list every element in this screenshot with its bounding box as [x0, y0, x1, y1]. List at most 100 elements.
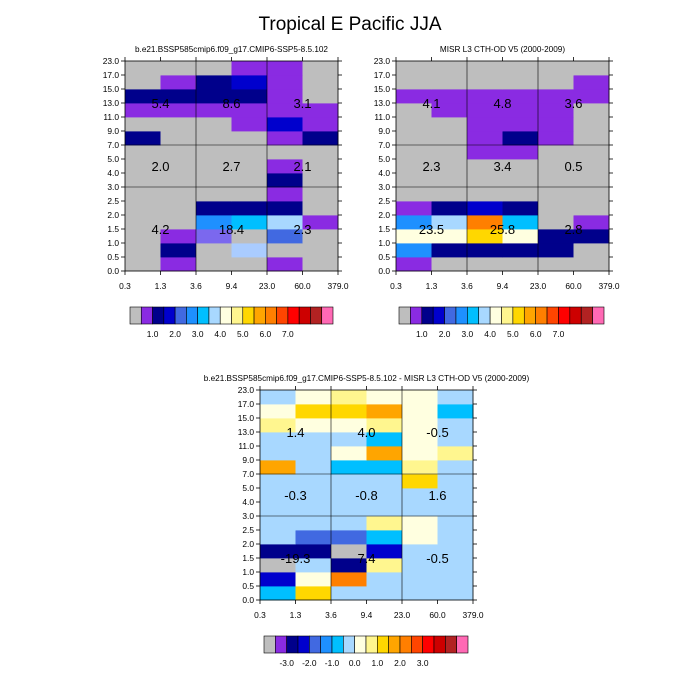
summary-value-label: 8.6	[222, 96, 240, 111]
x-tick-label: 1.3	[426, 281, 438, 291]
heatmap-cell	[366, 460, 403, 475]
heatmap-cell	[260, 530, 296, 545]
heatmap-cell	[302, 131, 339, 146]
heatmap-cell	[431, 145, 468, 160]
heatmap-cell	[231, 103, 268, 118]
heatmap-cell	[538, 75, 574, 90]
heatmap-cell	[502, 187, 539, 202]
x-tick-label: 0.3	[119, 281, 131, 291]
y-tick-label: 13.0	[103, 98, 120, 108]
summary-value-label: -0.3	[284, 488, 306, 503]
heatmap-cell	[538, 243, 574, 258]
heatmap-cell	[196, 187, 232, 202]
heatmap-cell	[267, 75, 303, 90]
y-tick-label: 3.0	[378, 182, 390, 192]
y-tick-label: 17.0	[238, 399, 255, 409]
heatmap-cell	[295, 544, 332, 559]
heatmap-cell	[573, 187, 610, 202]
heatmap-cell	[431, 75, 468, 90]
heatmap-cell	[125, 257, 161, 272]
x-tick-label: 23.0	[259, 281, 276, 291]
heatmap-cell	[467, 103, 503, 118]
y-tick-label: 9.0	[107, 126, 119, 136]
colorbar-label: 1.0	[147, 329, 159, 339]
x-tick-label: 9.4	[361, 610, 373, 620]
heatmap-cell	[396, 117, 432, 132]
heatmap-cell	[502, 61, 539, 76]
colorbar-label: 3.0	[462, 329, 474, 339]
y-tick-label: 7.0	[242, 469, 254, 479]
x-tick-label: 23.0	[394, 610, 411, 620]
heatmap-cell	[260, 474, 296, 489]
colorbar-swatch	[320, 635, 333, 654]
summary-value-label: -0.5	[426, 425, 448, 440]
heatmap-cell	[573, 89, 610, 104]
summary-value-label: 2.3	[422, 159, 440, 174]
panel-title: MISR L3 CTH-OD V5 (2000-2009)	[440, 45, 565, 54]
y-tick-label: 1.0	[378, 238, 390, 248]
heatmap-cell	[231, 257, 268, 272]
heatmap-cell	[295, 516, 332, 531]
summary-value-label: 2.7	[222, 159, 240, 174]
heatmap-cell	[267, 187, 303, 202]
heatmap-cell	[231, 131, 268, 146]
heatmap-cell	[437, 558, 474, 573]
heatmap-cell	[331, 572, 367, 587]
y-tick-label: 17.0	[103, 70, 120, 80]
heatmap-cell	[231, 159, 268, 174]
heatmap-cell	[431, 159, 468, 174]
heatmap-cell	[295, 530, 332, 545]
summary-value-label: 3.4	[493, 159, 511, 174]
heatmap-cell	[125, 173, 161, 188]
heatmap-cell	[396, 257, 432, 272]
colorbar-label: -3.0	[279, 658, 294, 668]
colorbar-swatch	[354, 635, 367, 654]
x-tick-label: 379.0	[328, 281, 349, 291]
heatmap-cell	[196, 257, 232, 272]
y-tick-label: 9.0	[242, 455, 254, 465]
colorbar-label: 5.0	[507, 329, 519, 339]
heatmap-cell	[538, 257, 574, 272]
colorbar-label: 7.0	[553, 329, 565, 339]
heatmap-cell	[402, 432, 438, 447]
panel-title: b.e21.BSSP585cmip6.f09_g17.CMIP6-SSP5-8.…	[135, 45, 328, 54]
y-tick-label: 17.0	[374, 70, 391, 80]
heatmap-cell	[502, 243, 539, 258]
heatmap-cell	[196, 159, 232, 174]
colorbar-swatch	[197, 306, 210, 325]
heatmap-cell	[260, 446, 296, 461]
colorbar-swatch	[421, 306, 434, 325]
x-tick-label: 0.3	[254, 610, 266, 620]
colorbar-swatch	[523, 306, 536, 325]
heatmap-cell	[396, 89, 432, 104]
heatmap-cell	[538, 215, 574, 230]
heatmap-cell	[125, 61, 161, 76]
heatmap-cell	[437, 446, 474, 461]
colorbar-label: 4.0	[484, 329, 496, 339]
colorbar-swatch	[321, 306, 334, 325]
heatmap-cell	[402, 446, 438, 461]
heatmap-cell	[267, 159, 303, 174]
heatmap-cell	[302, 89, 339, 104]
x-tick-label: 23.0	[530, 281, 547, 291]
heatmap-cell	[573, 131, 610, 146]
heatmap-cell	[160, 187, 197, 202]
colorbar-label: 1.0	[416, 329, 428, 339]
summary-value-label: 2.1	[293, 159, 311, 174]
heatmap-cell	[402, 418, 438, 433]
y-tick-label: 0.0	[242, 595, 254, 605]
heatmap-cell	[160, 243, 197, 258]
y-tick-label: 9.0	[378, 126, 390, 136]
heatmap-cell	[231, 229, 268, 244]
heatmap-cell	[402, 530, 438, 545]
heatmap-cell	[502, 145, 539, 160]
heatmap-cell	[437, 474, 474, 489]
heatmap-cell	[295, 446, 332, 461]
heatmap-cell	[125, 145, 161, 160]
heatmap-cell	[396, 173, 432, 188]
heatmap-cell	[295, 390, 332, 405]
heatmap-cell	[402, 544, 438, 559]
heatmap-cell	[538, 159, 574, 174]
x-tick-label: 3.6	[325, 610, 337, 620]
heatmap-cell	[125, 103, 161, 118]
